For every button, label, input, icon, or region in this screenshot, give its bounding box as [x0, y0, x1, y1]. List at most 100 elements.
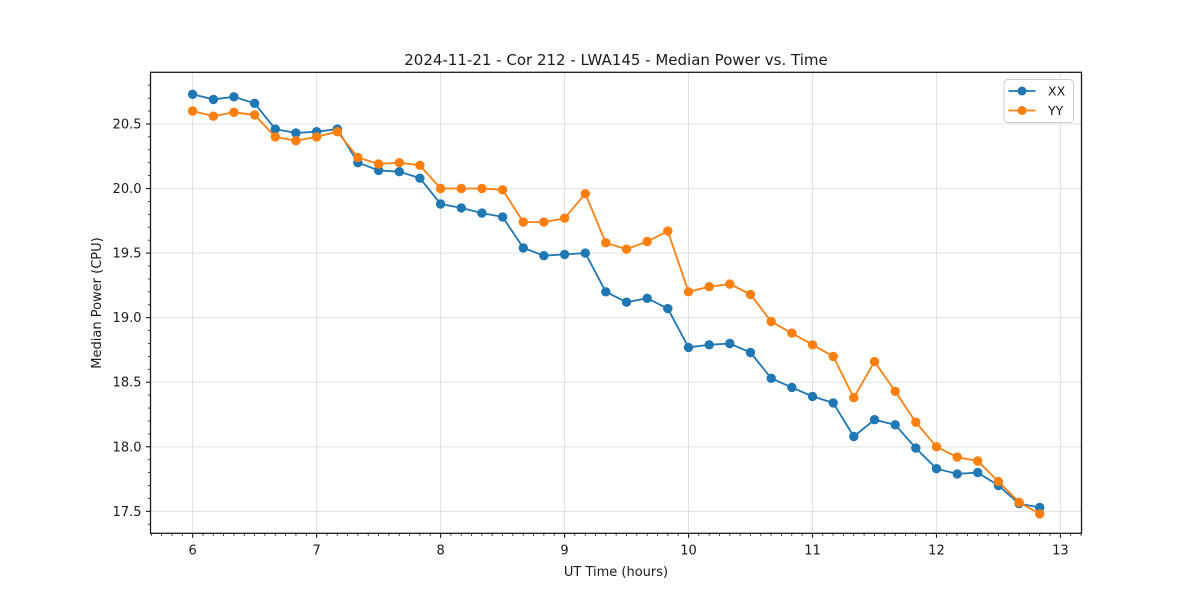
data-point-yy: [704, 282, 714, 292]
y-axis-label: Median Power (CPU): [90, 237, 105, 368]
data-point-xx: [270, 124, 280, 134]
data-point-yy: [580, 189, 590, 199]
data-point-xx: [683, 342, 694, 353]
data-point-yy: [725, 279, 735, 289]
y-tick-label: 18.0: [113, 440, 142, 455]
grid: [150, 72, 1082, 534]
legend-marker-yy: [1017, 106, 1027, 115]
y-tick-label: 17.5: [113, 505, 142, 520]
x-tick-label: 10: [680, 543, 697, 558]
data-point-xx: [766, 373, 776, 383]
x-tick-label: 13: [1052, 543, 1069, 558]
data-point-xx: [456, 203, 466, 213]
data-point-yy: [1014, 497, 1024, 507]
data-point-yy: [353, 152, 363, 163]
data-point-xx: [497, 212, 508, 222]
data-point-xx: [229, 92, 239, 102]
data-point-yy: [559, 213, 570, 223]
x-tick-label: 8: [436, 543, 444, 558]
data-point-yy: [766, 316, 776, 327]
data-point-yy: [477, 183, 487, 194]
data-point-xx: [931, 464, 942, 474]
data-point-yy: [518, 217, 528, 227]
legend: XX YY: [1003, 79, 1074, 123]
data-point-yy: [435, 183, 446, 194]
x-tick-label: 11: [804, 543, 821, 558]
data-point-xx: [911, 443, 921, 453]
data-point-yy: [291, 136, 301, 146]
data-point-yy: [311, 132, 322, 142]
data-point-xx: [580, 248, 590, 258]
x-tick-label: 9: [560, 543, 568, 558]
data-point-xx: [704, 340, 714, 350]
data-point-yy: [642, 236, 652, 247]
plot-border: [149, 71, 1083, 534]
data-point-xx: [725, 338, 735, 349]
chart-title: 2024-11-21 - Cor 212 - LWA145 - Median P…: [404, 51, 828, 69]
data-point-yy: [807, 340, 818, 350]
series-line-yy: [192, 110, 1041, 515]
data-point-yy: [849, 393, 859, 403]
data-point-yy: [890, 386, 900, 396]
data-point-yy: [952, 452, 962, 462]
data-point-yy: [1035, 509, 1045, 519]
data-point-yy: [415, 160, 425, 170]
data-point-xx: [745, 347, 756, 358]
data-point-xx: [559, 249, 570, 260]
data-point-xx: [208, 94, 219, 105]
data-point-xx: [435, 199, 446, 209]
data-point-xx: [187, 89, 198, 100]
data-point-yy: [187, 106, 198, 116]
data-point-xx: [890, 420, 900, 430]
data-point-xx: [973, 467, 983, 478]
data-point-yy: [229, 107, 239, 118]
data-point-yy: [249, 110, 260, 120]
data-point-yy: [683, 287, 694, 297]
data-point-xx: [601, 287, 611, 297]
y-tick-label: 20.0: [113, 182, 142, 197]
data-point-yy: [270, 132, 280, 142]
data-point-xx: [952, 469, 962, 479]
y-tick-label: 19.5: [113, 247, 142, 262]
data-point-xx: [807, 391, 818, 402]
data-point-xx: [539, 251, 549, 261]
data-point-yy: [208, 111, 219, 121]
data-point-xx: [642, 293, 652, 303]
y-tick-label: 18.5: [113, 376, 142, 391]
data-point-yy: [911, 417, 921, 427]
tick-labels: 6 7 8 9 10 11 12 13 17.5 18.0 18.5 19.0 19.5 20.0 20.5: [113, 117, 1069, 558]
data-point-yy: [663, 226, 673, 236]
data-point-xx: [849, 431, 859, 442]
legend-marker-xx: [1017, 86, 1027, 96]
data-point-xx: [518, 243, 528, 253]
data-point-xx: [291, 128, 301, 138]
data-point-yy: [621, 244, 632, 254]
data-point-xx: [415, 173, 425, 183]
y-tick-label: 19.0: [113, 311, 142, 326]
x-tick-label: 6: [189, 543, 197, 558]
data-point-xx: [477, 208, 487, 218]
x-tick-label: 7: [312, 543, 320, 558]
data-point-yy: [931, 442, 942, 452]
data-point-xx: [394, 167, 404, 177]
data-point-xx: [249, 98, 260, 109]
data-point-yy: [601, 238, 611, 248]
data-point-yy: [869, 356, 880, 367]
data-point-xx: [621, 297, 632, 307]
data-point-yy: [332, 127, 342, 137]
data-point-xx: [787, 382, 797, 393]
data-point-yy: [973, 456, 983, 466]
legend-label-xx: XX: [1048, 84, 1066, 99]
data-point-yy: [539, 217, 549, 227]
data-point-yy: [394, 158, 404, 168]
x-axis-label: UT Time (hours): [564, 565, 668, 580]
data-point-yy: [456, 183, 466, 194]
data-point-yy: [373, 159, 384, 169]
data-point-yy: [787, 328, 797, 338]
x-tick-label: 12: [928, 543, 945, 558]
data-point-yy: [993, 476, 1004, 487]
data-point-xx: [869, 415, 880, 425]
data-point-yy: [745, 289, 756, 300]
